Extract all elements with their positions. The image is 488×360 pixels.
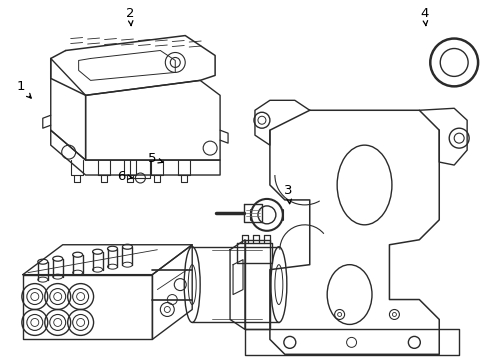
Text: 6: 6	[117, 170, 132, 183]
Text: 3: 3	[284, 184, 292, 204]
Text: 5: 5	[147, 152, 163, 165]
Text: 4: 4	[420, 7, 428, 26]
Text: 2: 2	[125, 7, 134, 26]
Text: 1: 1	[16, 80, 31, 98]
